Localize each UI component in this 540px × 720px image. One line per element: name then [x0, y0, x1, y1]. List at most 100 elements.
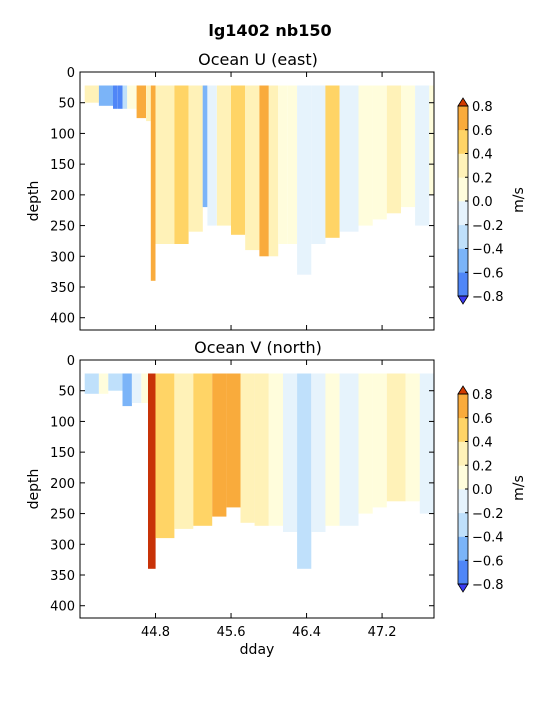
data-segment	[254, 373, 269, 526]
colorbar-tick-label: −0.2	[472, 507, 504, 522]
colorbar-swatch	[458, 212, 468, 226]
data-segment	[311, 85, 326, 244]
data-segment	[216, 85, 232, 226]
axis-ticks: 0 50 100 150 200 250 300 350 400	[50, 66, 434, 330]
axes-frame	[79, 71, 435, 331]
colorbar-swatch	[458, 394, 468, 407]
y-tick-label: 350	[50, 569, 75, 584]
y-axis-label: depth	[26, 181, 42, 222]
colorbar-tick-label: −0.6	[472, 266, 504, 281]
colorbar-swatch	[458, 453, 468, 466]
colorbar-label: m/s	[511, 475, 527, 501]
data-segment	[212, 373, 227, 517]
data-segment	[136, 85, 146, 119]
colorbar: 0.8 0.6 0.4 0.2 0.0 −0.2 −0.4 −0.6 −0.8	[457, 385, 504, 593]
data-segment	[372, 85, 387, 220]
data-segment	[311, 373, 326, 532]
data-segment	[188, 85, 203, 232]
colorbar-extend-max	[457, 385, 469, 395]
data-segment	[415, 85, 430, 226]
colorbar-swatch	[458, 500, 468, 514]
y-tick-label: 150	[50, 446, 75, 461]
y-axis-label: depth	[26, 469, 42, 510]
colorbar-tick-label: 0.0	[472, 483, 493, 498]
data-segment	[419, 373, 434, 514]
colorbar-swatch	[458, 572, 468, 585]
colorbar-tick-label: 0.2	[472, 171, 493, 186]
data-segment	[372, 373, 387, 508]
colorbar-tick-label: −0.6	[472, 554, 504, 569]
colorbar-swatch	[458, 465, 468, 478]
colorbar-tick-label: 0.6	[472, 412, 493, 427]
data-segment	[245, 85, 260, 251]
colorbar-tick-label: 0.4	[472, 436, 493, 451]
data-segment	[193, 373, 213, 526]
data-segment	[358, 85, 373, 226]
data-segment	[226, 373, 241, 508]
data-segment	[98, 373, 109, 394]
data-segment	[108, 373, 123, 391]
data-segment	[122, 373, 132, 407]
data-segment	[429, 85, 434, 195]
axes-frame	[79, 359, 435, 619]
colorbar-swatch	[458, 284, 468, 297]
colorbar: 0.8 0.6 0.4 0.2 0.0 −0.2 −0.4 −0.6 −0.8	[457, 97, 504, 305]
data-segment	[297, 85, 312, 275]
data-segment	[202, 85, 208, 208]
colorbar-swatch	[458, 260, 468, 273]
y-tick-label: 400	[50, 600, 75, 615]
y-tick-label: 300	[50, 538, 75, 553]
data-segment	[297, 373, 312, 569]
y-tick-label: 200	[50, 477, 75, 492]
colorbar-swatch	[458, 117, 468, 131]
y-tick-label: 200	[50, 189, 75, 204]
data-segment	[131, 373, 142, 403]
x-tick-label: 45.6	[217, 625, 246, 640]
data-segment	[231, 85, 246, 235]
y-tick-label: 0	[67, 66, 75, 81]
colorbar-swatch	[458, 272, 468, 285]
y-tick-label: 50	[58, 97, 75, 112]
colorbar-swatch	[458, 417, 468, 430]
data-segment	[84, 373, 99, 394]
data-segment	[339, 373, 359, 526]
y-tick-label: 400	[50, 312, 75, 327]
figure-suptitle: lg1402 nb150	[208, 21, 331, 40]
colorbar-tick-label: 0.2	[472, 459, 493, 474]
colorbar-tick-label: −0.8	[472, 290, 504, 305]
data-segment	[122, 85, 128, 109]
data-segment	[325, 85, 340, 238]
data-segment	[141, 373, 148, 403]
colorbar-label: m/s	[511, 187, 527, 213]
colorbar-tick-label: −0.2	[472, 219, 504, 234]
data-segment	[84, 85, 99, 103]
data-segment	[155, 85, 175, 244]
data-segment	[146, 85, 151, 122]
data-segment	[240, 373, 255, 523]
data-segment	[358, 373, 373, 514]
colorbar-swatch	[458, 512, 468, 525]
colorbar-swatch	[458, 441, 468, 454]
x-tick-label: 46.4	[292, 625, 321, 640]
data-segment	[117, 85, 123, 109]
data-segment	[339, 85, 359, 232]
colorbar-swatch	[458, 248, 468, 261]
x-tick-label: 44.8	[141, 625, 170, 640]
data-segment	[155, 373, 175, 539]
colorbar-tick-label: 0.8	[472, 100, 493, 115]
chart-title: Ocean U (east)	[198, 50, 318, 69]
colorbar-swatch	[458, 548, 468, 561]
data-segment	[386, 373, 406, 502]
colorbar-tick-label: 0.4	[472, 148, 493, 163]
x-axis-label: dday	[240, 642, 275, 658]
y-tick-label: 150	[50, 158, 75, 173]
colorbar-swatch	[458, 177, 468, 190]
data-segment	[401, 85, 416, 208]
y-tick-label: 100	[50, 415, 75, 430]
colorbar-swatch	[458, 405, 468, 419]
data-segment	[283, 373, 298, 532]
colorbar-swatch	[458, 129, 468, 142]
axis-ticks: 0 50 100 150 200 250 300 350 400 44.8 45.6 46.4 47.2	[50, 354, 434, 640]
data-segment	[386, 85, 401, 214]
data-segment	[278, 85, 288, 244]
